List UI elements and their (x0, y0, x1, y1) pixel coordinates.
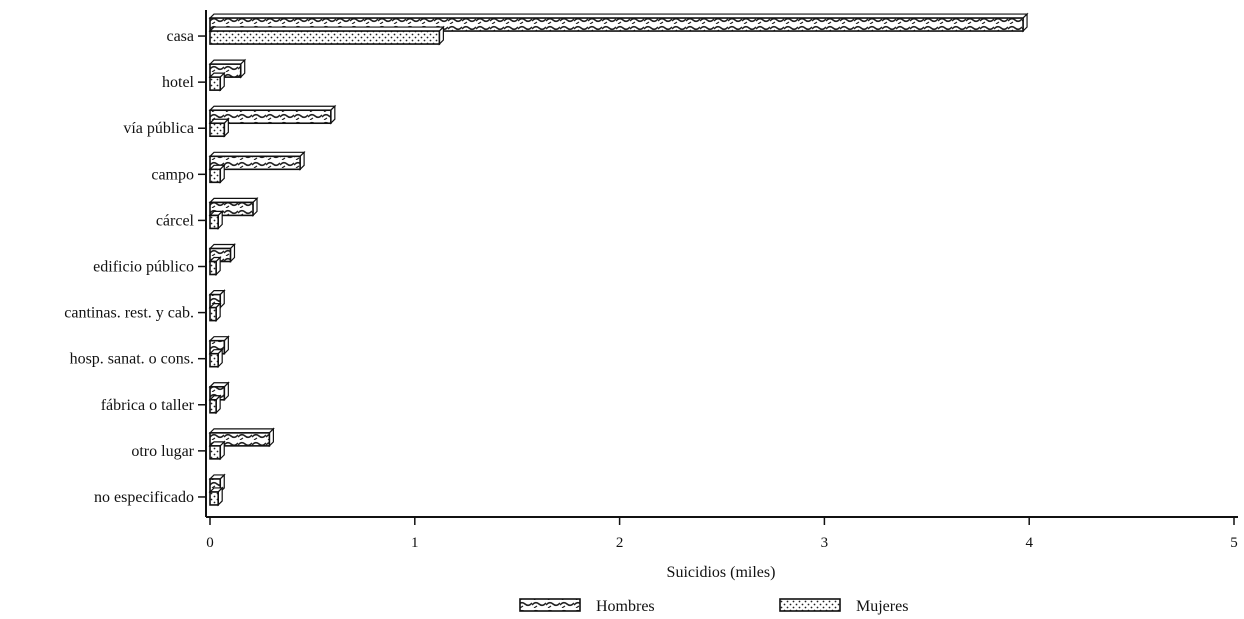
bar-front-face (209, 445, 222, 460)
bar-hombres-8 (208, 381, 230, 402)
bar-front-face (209, 168, 222, 184)
bar-hombres-4 (208, 196, 259, 217)
x-axis-ticks: 0 1 2 3 4 5 (206, 517, 1238, 551)
bar-front-face (209, 306, 217, 322)
bar-mujeres-7 (208, 348, 224, 369)
category-label: vía pública (123, 120, 194, 137)
legend-label: Mujeres (856, 598, 908, 615)
bar-mujeres-2 (208, 117, 230, 138)
legend-item-hombres: Hombres (519, 598, 655, 615)
bar-mujeres-0 (208, 25, 445, 46)
bar-front-face (209, 155, 301, 171)
bar-front-face (209, 30, 441, 45)
x-tick-label: 2 (616, 535, 624, 551)
bar-mujeres-9 (208, 440, 226, 461)
bar-front-face (209, 214, 219, 230)
category-label: hotel (162, 74, 195, 91)
bar-hombres-5 (208, 243, 236, 263)
bar-mujeres-4 (208, 209, 224, 230)
category-label: no especificado (94, 489, 194, 506)
category-labels: casa hotel vía pública campo cárcel edificio … (64, 28, 194, 506)
bar-front-face (209, 398, 217, 414)
bar-mujeres-5 (208, 256, 222, 276)
legend-label: Hombres (596, 598, 655, 615)
bar-front-face (209, 491, 219, 506)
category-label: campo (151, 166, 194, 183)
bar-front-face (209, 352, 219, 368)
category-label: otro lugar (131, 443, 194, 460)
x-tick-label: 3 (821, 535, 829, 551)
bar-mujeres-10 (208, 486, 224, 507)
bar-mujeres-8 (208, 394, 222, 415)
bars (208, 12, 1029, 507)
legend-swatch (779, 598, 841, 612)
category-label: fábrica o taller (101, 397, 195, 414)
bar-mujeres-3 (208, 163, 226, 184)
category-label: casa (166, 28, 194, 45)
x-tick-label: 5 (1230, 535, 1238, 551)
legend: Hombres Mujeres (519, 598, 908, 615)
x-tick-label: 4 (1025, 535, 1033, 551)
bar-hombres-9 (208, 427, 275, 448)
bar-front-face (209, 76, 222, 91)
bar-hombres-2 (208, 104, 337, 125)
category-label: hosp. sanat. o cons. (70, 351, 194, 368)
bar-front-face (209, 122, 226, 138)
legend-item-mujeres: Mujeres (779, 598, 908, 615)
bar-front-face (209, 109, 332, 125)
bar-front-face (209, 432, 271, 447)
category-label: cantinas. rest. y cab. (64, 305, 194, 322)
bar-mujeres-1 (208, 71, 226, 92)
bar-mujeres-6 (208, 302, 222, 323)
axes (198, 10, 1238, 518)
bar-front-face (209, 260, 217, 276)
category-label: edificio público (93, 259, 194, 276)
legend-swatch (519, 598, 581, 612)
category-label: cárcel (156, 212, 195, 229)
x-tick-label: 0 (206, 535, 214, 551)
x-axis-title: Suicidios (miles) (667, 564, 776, 581)
bar-hombres-3 (208, 150, 306, 171)
x-tick-label: 1 (411, 535, 419, 551)
